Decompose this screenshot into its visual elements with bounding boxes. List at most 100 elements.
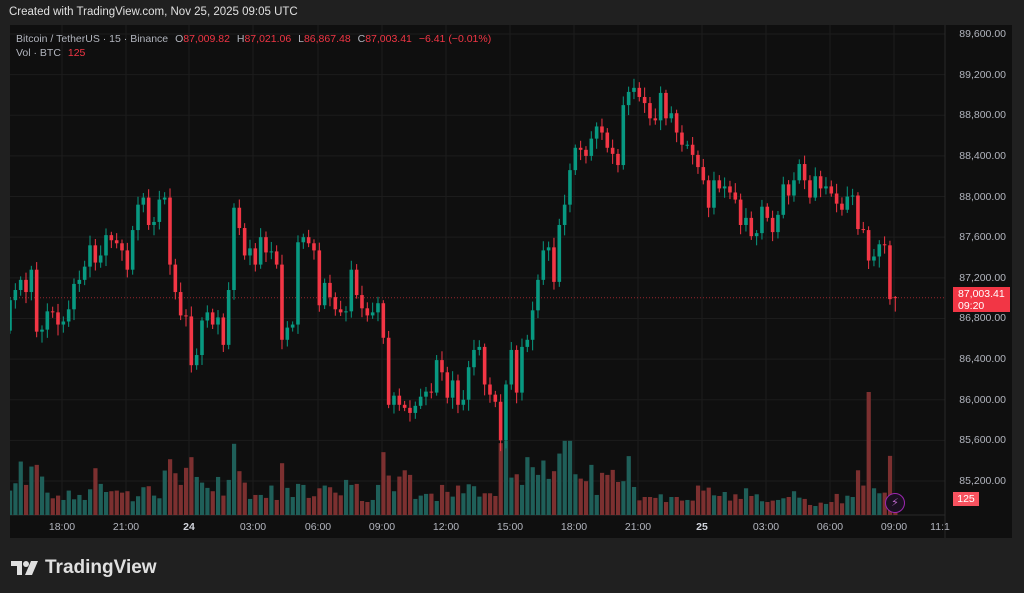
last-price: 87,003.41 — [958, 287, 1005, 300]
candle-body — [381, 303, 386, 338]
candle-body — [669, 113, 674, 119]
tradingview-logo-icon — [11, 561, 38, 575]
candle-body — [856, 195, 860, 230]
volume-bar — [706, 487, 711, 515]
volume-bar — [13, 483, 18, 515]
volume-bar — [439, 484, 445, 515]
volume-bar — [573, 474, 578, 515]
volume-bar — [423, 493, 429, 515]
volume-bar — [834, 493, 839, 515]
candle-body — [600, 126, 604, 133]
candle-body — [200, 320, 204, 356]
volume-bar — [498, 443, 503, 515]
volume-bar — [770, 500, 775, 515]
volume-label[interactable]: Vol · BTC — [16, 47, 61, 59]
volume-bar — [525, 457, 530, 515]
volume-bar — [717, 495, 722, 515]
candle-body — [194, 355, 199, 366]
volume-bar — [797, 497, 802, 515]
candle-body — [664, 92, 668, 119]
candle-body — [349, 269, 354, 312]
candle-body — [424, 391, 428, 397]
candle-body — [568, 170, 572, 205]
candle-body — [840, 203, 844, 210]
candle-body — [141, 197, 146, 205]
volume-bar — [34, 464, 39, 515]
candle-body — [13, 290, 18, 301]
volume-bar — [173, 473, 178, 515]
candle-body — [509, 349, 514, 385]
volume-bar — [205, 487, 210, 515]
volume-bar — [146, 486, 151, 515]
volume-bar — [738, 498, 743, 515]
candle-body — [178, 292, 183, 316]
candle-body — [10, 300, 12, 331]
volume-bar — [162, 470, 167, 515]
volume-bar — [610, 469, 615, 515]
candle-body — [685, 144, 690, 146]
candle-body — [29, 269, 34, 293]
candle-body — [482, 346, 487, 385]
candle-body — [440, 360, 444, 373]
volume-bar — [813, 506, 818, 515]
candle-body — [40, 329, 44, 332]
candle-body — [248, 248, 252, 256]
price-tick-label: 87,200.00 — [959, 271, 1006, 284]
volume-bar — [82, 499, 87, 515]
volume-bar — [818, 502, 823, 515]
candle-body — [877, 244, 882, 257]
volume-bar — [98, 483, 103, 515]
volume-bar — [103, 491, 109, 515]
volume-bar — [599, 472, 605, 515]
candle-body — [589, 138, 594, 156]
volume-bar — [258, 494, 263, 515]
lightning-icon[interactable]: ⚡ — [885, 493, 905, 513]
price-tick-label: 85,600.00 — [959, 434, 1006, 447]
candle-body — [834, 193, 839, 204]
volume-bar — [877, 493, 882, 515]
symbol-label[interactable]: Bitcoin / TetherUS · 15 · Binance — [16, 33, 169, 45]
candle-body — [701, 167, 706, 181]
candle-body — [536, 279, 540, 311]
volume-bar — [135, 496, 141, 515]
tradingview-logo[interactable]: TradingView — [11, 557, 157, 579]
price-tick-label: 85,200.00 — [959, 475, 1006, 487]
volume-bar — [226, 479, 231, 515]
volume-bar — [839, 503, 845, 515]
candle-body — [258, 237, 263, 265]
volume-bar — [279, 463, 285, 515]
candle-body — [365, 308, 370, 316]
candle-body — [269, 251, 274, 253]
candle-body — [493, 394, 498, 402]
candle-body — [738, 199, 743, 225]
volume-bar — [418, 495, 423, 515]
volume-bar — [386, 475, 391, 515]
candle-body — [776, 214, 780, 233]
volume-bar — [461, 493, 466, 515]
volume-bar — [87, 489, 93, 515]
candle-body — [706, 180, 711, 208]
volume-bar — [167, 459, 173, 515]
volume-bar — [55, 495, 61, 515]
candle-body — [328, 282, 332, 298]
volume-bar — [786, 497, 791, 515]
volume-bar — [39, 476, 45, 515]
volume-bar — [45, 492, 50, 515]
candle-body — [562, 204, 567, 225]
candle-body — [461, 399, 466, 405]
volume-bar — [151, 495, 157, 515]
volume-bar — [855, 470, 861, 515]
candle-body — [525, 339, 530, 347]
brand-name: TradingView — [45, 557, 157, 578]
candlestick-chart[interactable] — [10, 25, 1012, 538]
low-label: L — [298, 33, 304, 45]
volume-bar — [354, 483, 359, 515]
candle-body — [338, 309, 343, 313]
candle-body — [221, 317, 226, 345]
candle-body — [845, 196, 850, 210]
candle-body — [488, 384, 492, 395]
candle-body — [546, 247, 551, 251]
time-tick-label: 06:00 — [816, 521, 844, 533]
time-tick-label: 21:00 — [624, 521, 652, 533]
candle-body — [456, 380, 460, 405]
